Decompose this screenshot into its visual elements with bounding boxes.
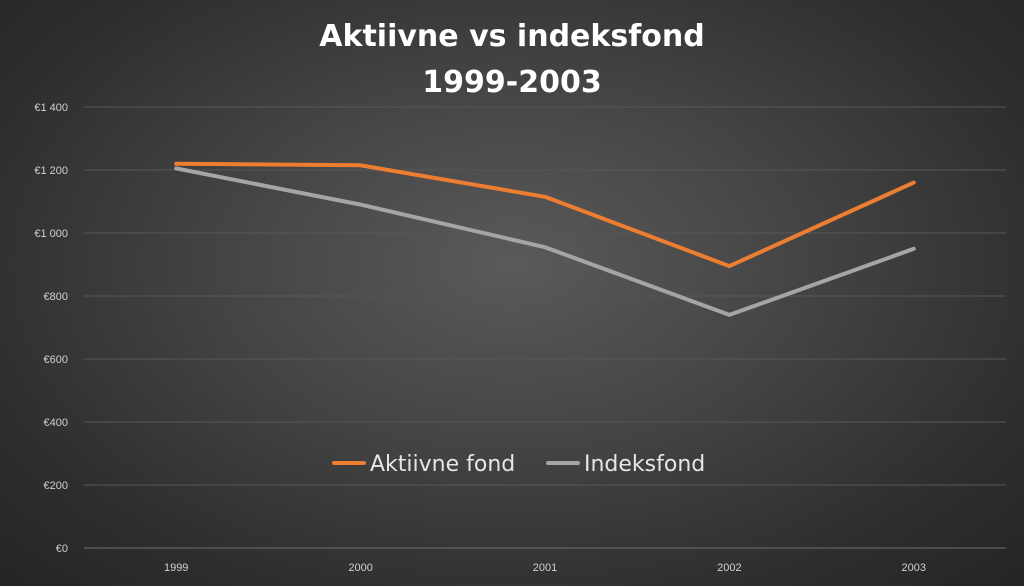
y-axis-tick-labels: €0 €200 €400 €600 €800 €1 000 €1 200 €1 400 xyxy=(34,102,68,555)
y-tick-label: €600 xyxy=(44,354,68,366)
y-tick-label: €1 400 xyxy=(34,102,68,114)
legend-label-aktiivne-fond: Aktiivne fond xyxy=(370,452,515,477)
series-lines xyxy=(174,161,916,317)
x-tick-label: 2000 xyxy=(348,562,372,574)
y-tick-label: €0 xyxy=(56,543,68,555)
x-tick-label: 1999 xyxy=(164,562,188,574)
x-tick-label: 2001 xyxy=(533,562,557,574)
chart-title-line-2: 1999-2003 xyxy=(422,65,601,100)
chart-title-line-1: Aktiivne vs indeksfond xyxy=(319,19,704,54)
legend-label-indeksfond: Indeksfond xyxy=(584,452,705,477)
x-axis-tick-labels: 1999 2000 2001 2002 2003 xyxy=(164,562,926,574)
y-tick-label: €1 000 xyxy=(34,228,68,240)
y-tick-label: €200 xyxy=(44,480,68,492)
y-tick-label: €1 200 xyxy=(34,165,68,177)
series-line-aktiivne-fond xyxy=(174,161,916,269)
y-tick-label: €800 xyxy=(44,291,68,303)
x-tick-label: 2003 xyxy=(902,562,926,574)
chart-title: Aktiivne vs indeksfond 1999-2003 xyxy=(319,19,704,100)
series-line-indeksfond xyxy=(174,166,916,317)
x-tick-label: 2002 xyxy=(717,562,741,574)
legend: Aktiivne fond Indeksfond xyxy=(332,452,705,477)
gridlines xyxy=(84,106,1006,549)
y-tick-label: €400 xyxy=(44,417,68,429)
